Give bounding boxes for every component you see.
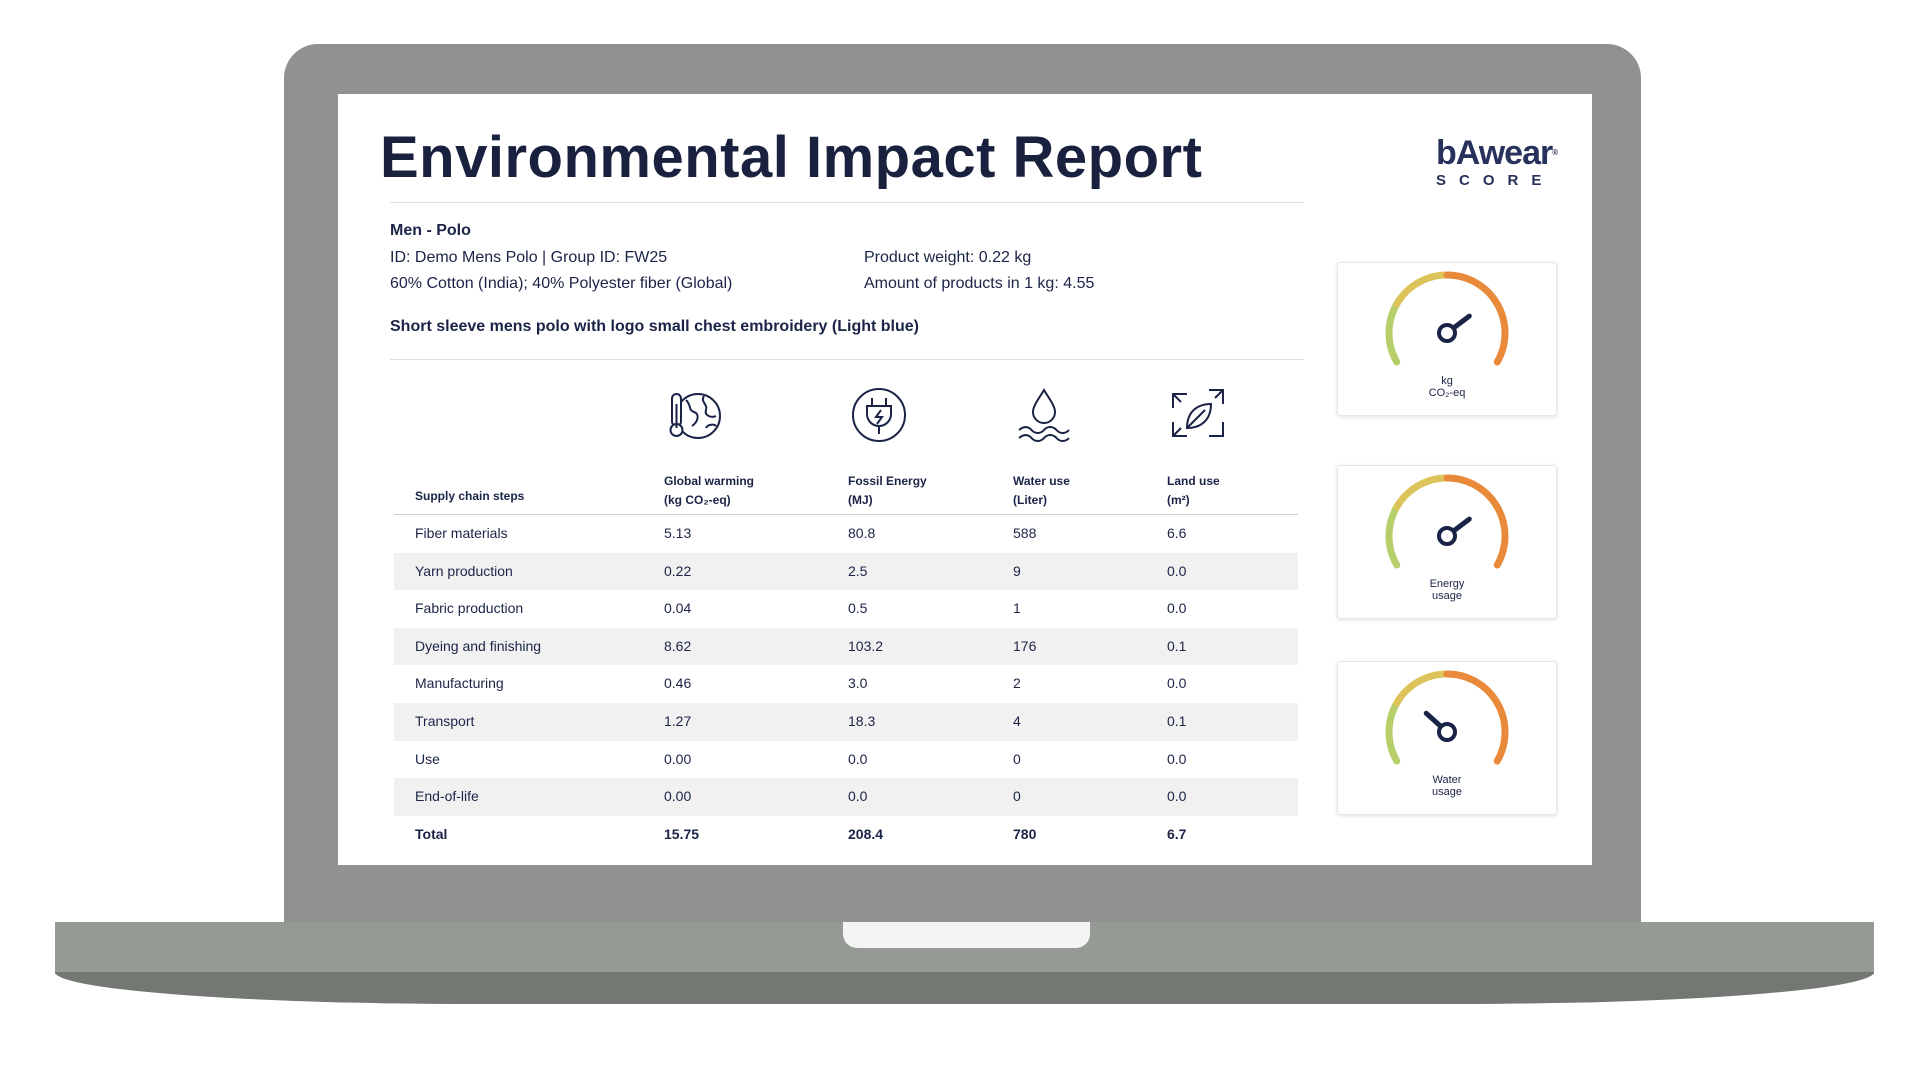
leaf-recycle-icon <box>1172 389 1224 437</box>
gauge-arc-red <box>1493 503 1509 569</box>
table-row: Yarn production 0.22 2.5 9 0.0 <box>394 552 1298 591</box>
gauge-card-co2: kg CO₂-eq <box>1337 262 1557 416</box>
gauge-card-energy: Energy usage <box>1337 465 1557 619</box>
column-header-fossil-energy: Fossil Energy (MJ) <box>848 474 927 507</box>
table-row: Fabric production 0.04 0.5 1 0.0 <box>415 600 1187 617</box>
gauge-arc-yellow <box>1393 474 1451 511</box>
table-row: Fiber materials 5.13 80.8 588 6.6 <box>415 525 1187 541</box>
report-screen: Environmental Impact Report bAwear® SCOR… <box>338 94 1592 865</box>
gauge-needle <box>1423 710 1444 730</box>
table-row: Manufacturing 0.46 3.0 2 0.0 <box>415 675 1187 692</box>
column-header-land-use: Land use (m²) <box>1167 474 1220 507</box>
gauge-arc-red <box>1493 699 1509 765</box>
gauge-hub <box>1437 323 1457 343</box>
gauge-arc-orange <box>1443 474 1501 511</box>
thermometer-globe-icon <box>669 393 721 439</box>
product-name: Men - Polo <box>390 222 471 239</box>
gauge-arc-red <box>1493 300 1509 366</box>
gauge-arc-orange <box>1443 670 1501 707</box>
gauge-arc-green <box>1385 300 1401 366</box>
product-weight: Product weight: 0.22 kg <box>864 249 1032 266</box>
gauge-arc-yellow <box>1393 670 1451 707</box>
water-gauge <box>1385 670 1509 765</box>
impact-table: Supply chain steps Global warming (kg CO₂… <box>394 384 1298 853</box>
gauge-label-water: Water usage <box>1432 774 1462 798</box>
laptop-base-bottom <box>55 972 1874 1004</box>
gauge-arc-yellow <box>1393 271 1451 308</box>
title-divider <box>390 202 1304 203</box>
page-title: Environmental Impact Report <box>380 125 1203 190</box>
water-drop-icon <box>1018 388 1070 442</box>
product-composition: 60% Cotton (India); 40% Polyester fiber … <box>390 275 733 292</box>
table-row: Dyeing and finishing 8.62 103.2 176 0.1 <box>394 627 1298 666</box>
product-description: Short sleeve mens polo with logo small c… <box>390 318 919 335</box>
gauge-label-energy: Energy usage <box>1429 578 1465 602</box>
gauge-arc-green <box>1385 503 1401 569</box>
table-row: Use 0.00 0.0 0 0.0 <box>415 750 1187 767</box>
table-header: Supply chain steps Global warming (kg CO₂… <box>394 464 1298 515</box>
steps-header: Supply chain steps <box>415 489 525 503</box>
column-header-water-use: Water use (Liter) <box>1013 474 1070 507</box>
gauge-arc-green <box>1385 699 1401 765</box>
table-row: Transport 1.27 18.3 4 0.1 <box>394 702 1298 741</box>
total-row: Total 15.75 208.4 780 6.7 <box>415 825 1187 842</box>
gauge-needle <box>1450 516 1472 534</box>
product-id: ID: Demo Mens Polo | Group ID: FW25 <box>390 249 668 266</box>
gauge-hub <box>1437 526 1457 546</box>
co2-gauge <box>1385 271 1509 366</box>
gauge-needle <box>1450 313 1472 331</box>
gauge-card-water: Water usage <box>1337 661 1557 815</box>
table-row: End-of-life 0.00 0.0 0 0.0 <box>394 778 1298 816</box>
energy-gauge <box>1385 474 1509 569</box>
gauge-label-co2: kg CO₂-eq <box>1428 375 1466 399</box>
plug-icon <box>852 388 906 442</box>
laptop-notch <box>843 922 1090 948</box>
products-per-kg: Amount of products in 1 kg: 4.55 <box>864 275 1095 292</box>
impact-icons-row <box>394 384 1298 464</box>
gauge-arc-orange <box>1443 271 1501 308</box>
column-header-global-warming: Global warming (kg CO₂-eq) <box>664 474 755 507</box>
brand-logo: bAwear® SCORE <box>1436 134 1558 189</box>
gauge-hub <box>1437 722 1457 742</box>
info-divider <box>390 359 1304 360</box>
